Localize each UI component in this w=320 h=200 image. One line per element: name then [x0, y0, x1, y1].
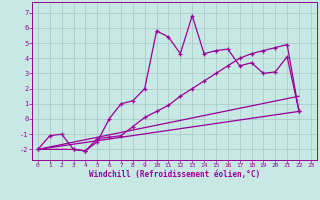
X-axis label: Windchill (Refroidissement éolien,°C): Windchill (Refroidissement éolien,°C)	[89, 170, 260, 179]
